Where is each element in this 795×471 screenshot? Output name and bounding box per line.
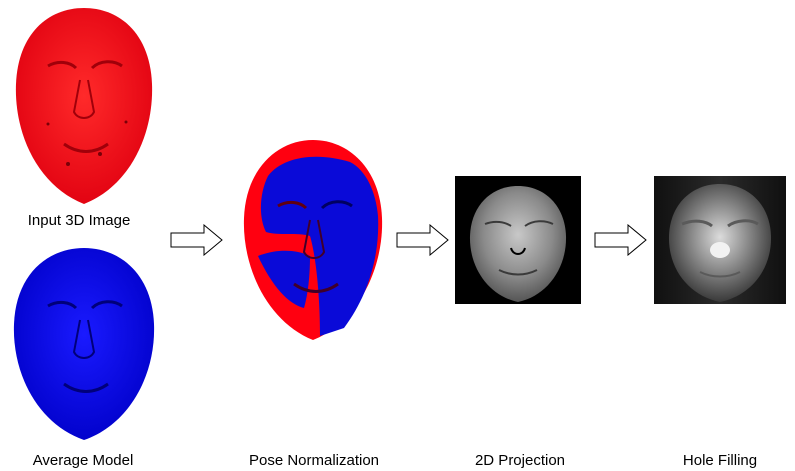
hole-filled-image <box>654 176 786 304</box>
average-model-label: Average Model <box>32 452 134 469</box>
arrow-right-icon <box>170 224 223 256</box>
pose-normalized-face-image <box>243 140 383 340</box>
arrow-right-icon <box>396 224 449 256</box>
2d-projection-image <box>455 176 581 304</box>
average-model-face-image <box>13 248 155 440</box>
input-3d-image-label: Input 3D Image <box>27 212 131 229</box>
hole-filling-label: Hole Filling <box>682 452 758 469</box>
pose-normalization-label: Pose Normalization <box>248 452 380 469</box>
2d-projection-label: 2D Projection <box>474 452 566 469</box>
input-3d-face-image <box>15 8 153 204</box>
arrow-right-icon <box>594 224 647 256</box>
